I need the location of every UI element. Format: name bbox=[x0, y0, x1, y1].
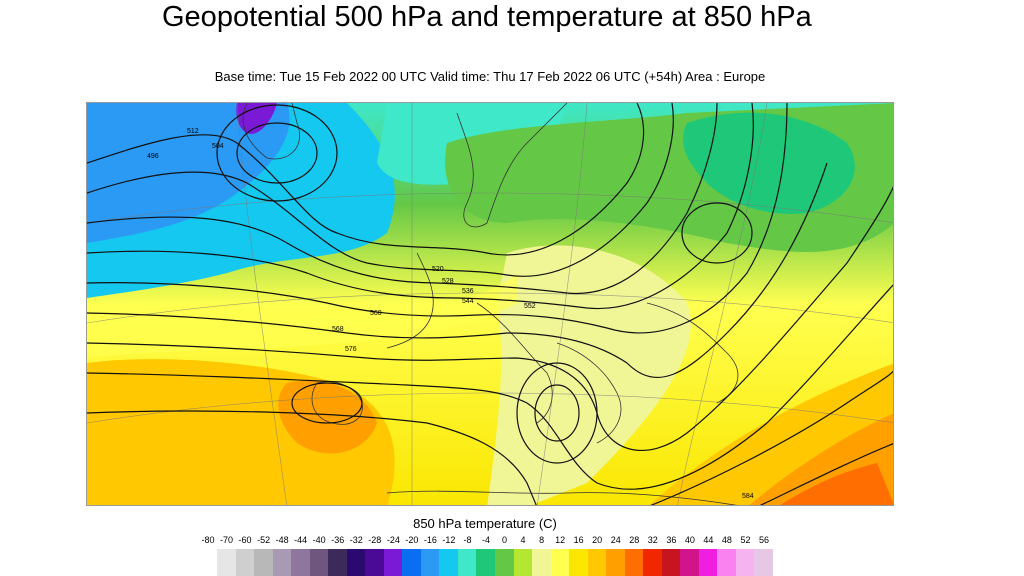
legend-swatch bbox=[754, 549, 773, 576]
legend-tick-label: -12 bbox=[442, 535, 456, 545]
legend-title: 850 hPa temperature (C) bbox=[413, 516, 557, 531]
legend-swatch bbox=[698, 549, 718, 576]
legend-tick-label: 28 bbox=[629, 535, 640, 545]
contour-label: 536 bbox=[462, 288, 474, 295]
contour-label: 584 bbox=[742, 493, 754, 500]
legend-swatch bbox=[643, 549, 662, 576]
legend-swatch bbox=[532, 549, 551, 576]
legend-tick-label: -24 bbox=[386, 535, 400, 545]
legend-swatch bbox=[383, 549, 403, 576]
color-legend-bar bbox=[217, 549, 773, 576]
legend-swatch bbox=[587, 549, 607, 576]
legend-swatch bbox=[476, 549, 495, 576]
contour-label: 552 bbox=[524, 303, 536, 310]
legend-tick-label: -20 bbox=[405, 535, 419, 545]
legend-tick-label: -4 bbox=[481, 535, 491, 545]
legend-swatch bbox=[272, 549, 292, 576]
legend-swatch bbox=[680, 549, 699, 576]
legend-swatch bbox=[235, 549, 255, 576]
legend-swatch bbox=[254, 549, 273, 576]
legend-swatch bbox=[402, 549, 421, 576]
legend-swatch bbox=[328, 549, 347, 576]
legend-swatch bbox=[365, 549, 384, 576]
legend-swatch bbox=[661, 549, 681, 576]
legend-tick-label: -80 bbox=[201, 535, 215, 545]
legend-swatch bbox=[420, 549, 440, 576]
greenland-cold-core bbox=[236, 103, 277, 134]
legend-tick-label: 8 bbox=[539, 535, 545, 545]
legend-swatch bbox=[550, 549, 570, 576]
legend-tick-label: 44 bbox=[703, 535, 714, 545]
legend-ticks: -80 -70 -60 -52 -48 -44 -40 -36 -32 -28 -24 -20 -16-… bbox=[189, 535, 789, 547]
contour-label: 520 bbox=[432, 266, 444, 273]
very-cold-region bbox=[87, 103, 290, 243]
hottest-region bbox=[780, 463, 893, 505]
legend-tick-label: -44 bbox=[294, 535, 308, 545]
chart-subtitle: Base time: Tue 15 Feb 2022 00 UTC Valid … bbox=[214, 69, 766, 84]
map-canvas: 512 520 528 536 544 552 560 568 576 584 … bbox=[87, 103, 893, 505]
legend-tick-label: 16 bbox=[573, 535, 584, 545]
legend-swatch bbox=[309, 549, 329, 576]
legend-tick-label: 4 bbox=[520, 535, 526, 545]
chart-title: Geopotential 500 hPa and temperature at … bbox=[162, 1, 812, 33]
legend-swatch bbox=[513, 549, 533, 576]
legend-tick-label: 32 bbox=[647, 535, 658, 545]
legend-tick-label: -48 bbox=[275, 535, 289, 545]
legend-tick-label: -8 bbox=[463, 535, 472, 545]
legend-swatch bbox=[217, 549, 236, 576]
legend-swatch bbox=[346, 549, 366, 576]
legend-tick-label: 52 bbox=[740, 535, 751, 545]
pale-yellow-region-central bbox=[487, 245, 691, 505]
contour-label: 504 bbox=[212, 143, 224, 150]
contour-label: 560 bbox=[370, 310, 382, 317]
legend-tick-label: -16 bbox=[423, 535, 437, 545]
legend-swatch bbox=[457, 549, 477, 576]
legend-tick-label: -32 bbox=[349, 535, 363, 545]
legend-tick-label: 20 bbox=[592, 535, 603, 545]
weather-map: 512 520 528 536 544 552 560 568 576 584 … bbox=[86, 102, 894, 506]
green-core-russia bbox=[683, 112, 855, 214]
legend-swatch bbox=[291, 549, 310, 576]
legend-tick-label: 56 bbox=[758, 535, 770, 545]
legend-tick-label: -52 bbox=[257, 535, 271, 545]
yellow-band bbox=[87, 273, 517, 358]
legend-tick-label: -40 bbox=[312, 535, 326, 545]
legend-swatch bbox=[606, 549, 625, 576]
legend-swatch bbox=[569, 549, 588, 576]
legend-tick-label: 12 bbox=[555, 535, 566, 545]
legend-tick-label: -36 bbox=[331, 535, 345, 545]
legend-tick-label: -70 bbox=[220, 535, 234, 545]
legend-tick-label: 0 bbox=[502, 535, 508, 545]
geopotential-isolines bbox=[87, 103, 893, 505]
legend-tick-label: 36 bbox=[666, 535, 677, 545]
legend-swatch bbox=[494, 549, 514, 576]
contour-label: 544 bbox=[462, 298, 474, 305]
legend-tick-label: -28 bbox=[368, 535, 382, 545]
legend-tick-label: 40 bbox=[684, 535, 695, 545]
legend-swatch bbox=[624, 549, 644, 576]
legend-tick-label: -60 bbox=[238, 535, 252, 545]
contour-label: 496 bbox=[147, 153, 159, 160]
contour-label: 528 bbox=[442, 278, 454, 285]
legend-swatch bbox=[717, 549, 736, 576]
contour-labels: 512 520 528 536 544 552 560 568 576 584 … bbox=[147, 128, 754, 500]
legend-tick-label: 24 bbox=[610, 535, 621, 545]
contour-label: 568 bbox=[332, 326, 344, 333]
contour-label: 576 bbox=[345, 346, 357, 353]
contour-label: 512 bbox=[187, 128, 199, 135]
warm-core-iberia bbox=[278, 380, 377, 454]
legend-swatch bbox=[735, 549, 755, 576]
legend-tick-label: 48 bbox=[721, 535, 732, 545]
legend-swatch bbox=[439, 549, 458, 576]
